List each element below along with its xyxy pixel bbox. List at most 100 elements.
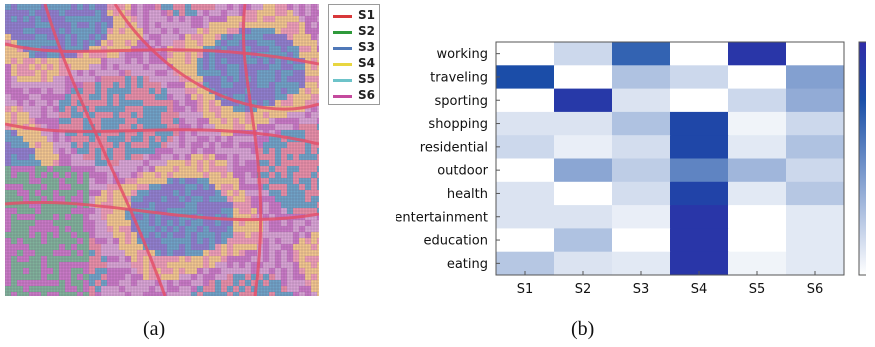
map-tile	[155, 178, 161, 184]
heatmap-cell	[670, 42, 729, 66]
map-tile	[119, 34, 125, 40]
map-tile	[263, 196, 269, 202]
map-tile	[65, 76, 71, 82]
map-tile	[47, 226, 53, 232]
map-tile	[251, 160, 257, 166]
map-tile	[77, 232, 83, 238]
map-tile	[143, 94, 149, 100]
map-tile	[23, 214, 29, 220]
map-tile	[311, 124, 317, 130]
map-tile	[155, 220, 161, 226]
map-tile	[317, 202, 319, 208]
map-tile	[281, 82, 287, 88]
map-tile	[275, 178, 281, 184]
map-tile	[239, 202, 245, 208]
map-tile	[149, 280, 155, 286]
map-tile	[203, 262, 209, 268]
map-tile	[95, 148, 101, 154]
map-tile	[17, 262, 23, 268]
map-tile	[71, 70, 77, 76]
map-tile	[47, 172, 53, 178]
map-tile	[287, 28, 293, 34]
map-tile	[215, 166, 221, 172]
map-tile	[149, 136, 155, 142]
map-tile	[245, 292, 251, 296]
map-tile	[95, 130, 101, 136]
map-tile	[113, 244, 119, 250]
map-tile	[263, 82, 269, 88]
map-tile	[281, 292, 287, 296]
map-tile	[29, 76, 35, 82]
map-tile	[179, 220, 185, 226]
map-tile	[11, 172, 17, 178]
map-tile	[35, 22, 41, 28]
map-tile	[101, 292, 107, 296]
map-tile	[71, 292, 77, 296]
map-tile	[119, 178, 125, 184]
map-tile	[275, 172, 281, 178]
map-tile	[17, 118, 23, 124]
map-tile	[239, 118, 245, 124]
map-tile	[317, 118, 319, 124]
map-tile	[167, 286, 173, 292]
map-tile	[5, 286, 11, 292]
map-tile	[137, 76, 143, 82]
map-tile	[137, 40, 143, 46]
map-tile	[203, 16, 209, 22]
map-tile	[143, 16, 149, 22]
map-tile	[119, 238, 125, 244]
map-road	[241, 4, 263, 296]
map-tile	[29, 70, 35, 76]
map-tile	[173, 220, 179, 226]
map-tile	[11, 160, 17, 166]
map-tile	[77, 160, 83, 166]
map-tile	[113, 52, 119, 58]
map-tile	[161, 70, 167, 76]
map-tile	[83, 274, 89, 280]
map-tile	[245, 124, 251, 130]
map-tile	[215, 268, 221, 274]
map-tile	[47, 232, 53, 238]
map-tile	[71, 280, 77, 286]
map-tile	[209, 226, 215, 232]
map-tile	[161, 268, 167, 274]
map-tile	[59, 64, 65, 70]
map-tile	[263, 280, 269, 286]
heatmap-cell	[612, 181, 671, 206]
map-tile	[71, 10, 77, 16]
map-tile	[167, 238, 173, 244]
map-tile	[149, 184, 155, 190]
map-tile	[149, 166, 155, 172]
map-tile	[209, 112, 215, 118]
map-tile	[125, 88, 131, 94]
map-tile	[83, 76, 89, 82]
map-tile	[23, 250, 29, 256]
map-tile	[311, 190, 317, 196]
map-tile	[191, 154, 197, 160]
map-tile	[11, 94, 17, 100]
map-tile	[53, 76, 59, 82]
map-tile	[131, 184, 137, 190]
map-tile	[149, 64, 155, 70]
map-tile	[29, 196, 35, 202]
map-tile	[107, 244, 113, 250]
map-tile	[209, 22, 215, 28]
map-tile	[275, 154, 281, 160]
map-tile	[305, 184, 311, 190]
map-tile	[287, 64, 293, 70]
map-tile	[269, 178, 275, 184]
map-tile	[71, 94, 77, 100]
map-tile	[173, 274, 179, 280]
map-tile	[23, 4, 29, 10]
map-tile	[221, 232, 227, 238]
map-tile	[233, 40, 239, 46]
map-tile	[257, 274, 263, 280]
map-tile	[293, 190, 299, 196]
map-tile	[275, 88, 281, 94]
map-tile	[11, 280, 17, 286]
y-tick-label: entertainment	[396, 210, 488, 225]
map-tile	[257, 46, 263, 52]
map-tile	[161, 220, 167, 226]
map-tile	[47, 136, 53, 142]
map-tile	[41, 34, 47, 40]
